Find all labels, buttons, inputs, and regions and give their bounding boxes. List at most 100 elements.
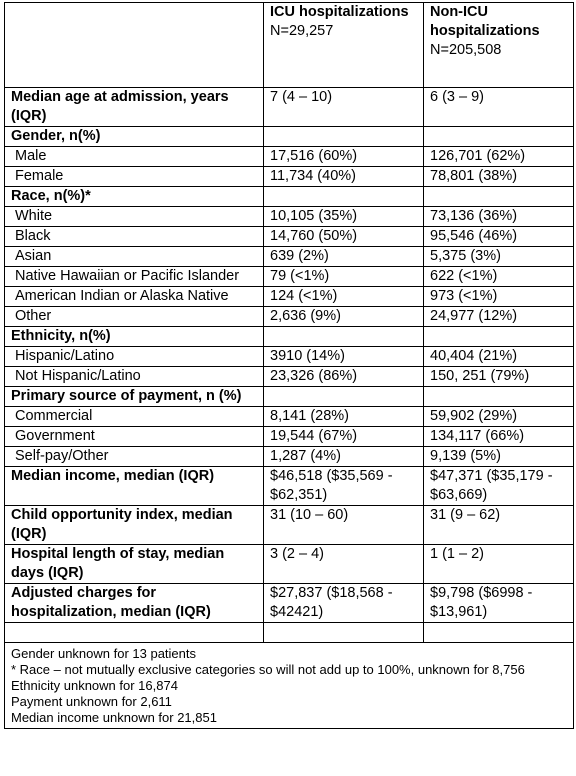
table-cell: 31 (9 – 62) <box>423 505 574 545</box>
header-cell <box>4 2 264 88</box>
table-cell <box>423 386 574 407</box>
table-row: American Indian or Alaska Native 124 (<1%… <box>4 286 574 307</box>
row-label: Other <box>4 306 264 327</box>
table-row: Primary source of payment, n (%) <box>4 386 574 407</box>
table-cell: 59,902 (29%) <box>423 406 574 427</box>
table-cell: 973 (<1%) <box>423 286 574 307</box>
column-n: N=205,508 <box>430 42 502 58</box>
row-label: Black <box>4 226 264 247</box>
table-cell: 73,136 (36%) <box>423 206 574 227</box>
row-label: Primary source of payment, n (%) <box>4 386 264 407</box>
table-row: Self-pay/Other 1,287 (4%) 9,139 (5%) <box>4 446 574 467</box>
table-cell <box>263 622 424 643</box>
row-label: American Indian or Alaska Native <box>4 286 264 307</box>
row-label: Female <box>4 166 264 187</box>
table-cell: 78,801 (38%) <box>423 166 574 187</box>
table-row <box>4 622 574 643</box>
table-cell: 134,117 (66%) <box>423 426 574 447</box>
table-row: Female 11,734 (40%) 78,801 (38%) <box>4 166 574 187</box>
row-label: Adjusted charges for hospitalization, me… <box>4 583 264 623</box>
row-label: Median age at admission, years (IQR) <box>4 87 264 127</box>
table-row: Hispanic/Latino 3910 (14%) 40,404 (21%) <box>4 346 574 367</box>
table-row: Native Hawaiian or Pacific Islander 79 (<… <box>4 266 574 287</box>
row-label: Median income, median (IQR) <box>4 466 264 506</box>
footnote: Payment unknown for 2,611 <box>11 694 172 709</box>
column-n: N=29,257 <box>270 23 334 39</box>
footnote: Ethnicity unknown for 16,874 <box>11 678 178 693</box>
table-row: Hospital length of stay, median days (IQ… <box>4 544 574 584</box>
table-row: Black 14,760 (50%) 95,546 (46%) <box>4 226 574 247</box>
table-cell: 124 (<1%) <box>263 286 424 307</box>
table-row: Child opportunity index, median (IQR) 31 … <box>4 505 574 545</box>
table-cell <box>423 622 574 643</box>
table-cell <box>263 126 424 147</box>
row-label: Hispanic/Latino <box>4 346 264 367</box>
table-cell: 9,139 (5%) <box>423 446 574 467</box>
table-cell: 31 (10 – 60) <box>263 505 424 545</box>
table-row: Ethnicity, n(%) <box>4 326 574 347</box>
table-cell: 10,105 (35%) <box>263 206 424 227</box>
header-cell: ICU hospitalizations N=29,257 <box>263 2 424 88</box>
row-label: Not Hispanic/Latino <box>4 366 264 387</box>
table-cell: 79 (<1%) <box>263 266 424 287</box>
table-cell <box>423 326 574 347</box>
table-cell: 3 (2 – 4) <box>263 544 424 584</box>
table-cell <box>4 622 264 643</box>
header-row: ICU hospitalizations N=29,257 Non-ICU hosp… <box>4 2 574 88</box>
table-cell: 1,287 (4%) <box>263 446 424 467</box>
footnote: * Race – not mutually exclusive categori… <box>11 662 525 677</box>
table-cell: 5,375 (3%) <box>423 246 574 267</box>
table-row: Male 17,516 (60%) 126,701 (62%) <box>4 146 574 167</box>
row-label: Child opportunity index, median (IQR) <box>4 505 264 545</box>
table-row: Asian 639 (2%) 5,375 (3%) <box>4 246 574 267</box>
footnote-row: Gender unknown for 13 patients * Race – n… <box>4 642 574 729</box>
row-label: Commercial <box>4 406 264 427</box>
table-cell: $27,837 ($18,568 - $42421) <box>263 583 424 623</box>
table-cell: 11,734 (40%) <box>263 166 424 187</box>
column-title: Non-ICU hospitalizations <box>430 4 540 39</box>
table-cell: 6 (3 – 9) <box>423 87 574 127</box>
table-body: ICU hospitalizations N=29,257 Non-ICU hosp… <box>4 2 574 729</box>
table-cell: 639 (2%) <box>263 246 424 267</box>
table-cell <box>263 186 424 207</box>
table-cell: 17,516 (60%) <box>263 146 424 167</box>
table-row: Government 19,544 (67%) 134,117 (66%) <box>4 426 574 447</box>
table-cell: 8,141 (28%) <box>263 406 424 427</box>
table-cell <box>263 326 424 347</box>
table-cell <box>423 126 574 147</box>
table-cell: $46,518 ($35,569 - $62,351) <box>263 466 424 506</box>
table-cell: 622 (<1%) <box>423 266 574 287</box>
table-cell: 7 (4 – 10) <box>263 87 424 127</box>
table-cell: 95,546 (46%) <box>423 226 574 247</box>
row-label: Self-pay/Other <box>4 446 264 467</box>
table-cell: 3910 (14%) <box>263 346 424 367</box>
footnote: Gender unknown for 13 patients <box>11 646 197 661</box>
table-cell: 2,636 (9%) <box>263 306 424 327</box>
table-row: Not Hispanic/Latino 23,326 (86%) 150, 251 … <box>4 366 574 387</box>
table-row: Median age at admission, years (IQR) 7 (4… <box>4 87 574 127</box>
column-title: ICU hospitalizations <box>270 4 409 20</box>
table-cell: 14,760 (50%) <box>263 226 424 247</box>
table-row: Adjusted charges for hospitalization, me… <box>4 583 574 623</box>
row-label: White <box>4 206 264 227</box>
table-cell: $47,371 ($35,179 - $63,669) <box>423 466 574 506</box>
row-label: Race, n(%)* <box>4 186 264 207</box>
table-row: Commercial 8,141 (28%) 59,902 (29%) <box>4 406 574 427</box>
table-row: White 10,105 (35%) 73,136 (36%) <box>4 206 574 227</box>
table-cell: 40,404 (21%) <box>423 346 574 367</box>
footnote: Median income unknown for 21,851 <box>11 710 217 725</box>
table-cell: 19,544 (67%) <box>263 426 424 447</box>
table-cell: 150, 251 (79%) <box>423 366 574 387</box>
row-label: Government <box>4 426 264 447</box>
table-row: Race, n(%)* <box>4 186 574 207</box>
table-cell <box>263 386 424 407</box>
table-cell: $9,798 ($6998 - $13,961) <box>423 583 574 623</box>
row-label: Ethnicity, n(%) <box>4 326 264 347</box>
row-label: Gender, n(%) <box>4 126 264 147</box>
table-cell: 23,326 (86%) <box>263 366 424 387</box>
header-cell: Non-ICU hospitalizations N=205,508 <box>423 2 574 88</box>
row-label: Asian <box>4 246 264 267</box>
row-label: Native Hawaiian or Pacific Islander <box>4 266 264 287</box>
table-cell <box>423 186 574 207</box>
